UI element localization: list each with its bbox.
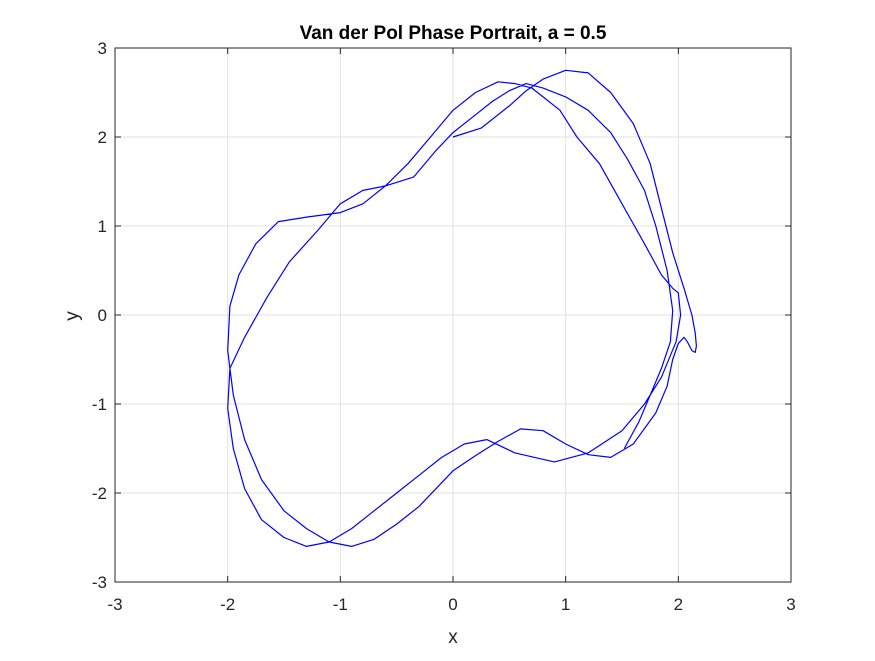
x-tick-label: -2	[220, 595, 235, 614]
x-tick-label: -1	[333, 595, 348, 614]
y-axis-label: y	[62, 311, 83, 321]
trajectory-line-0	[227, 69, 698, 548]
x-tick-label: -3	[107, 595, 122, 614]
y-tick-label: -3	[92, 573, 107, 592]
y-tick-label: 0	[98, 306, 107, 325]
y-tick-label: -2	[92, 484, 107, 503]
y-tick-label: 2	[98, 128, 107, 147]
x-tick-label: 3	[786, 595, 795, 614]
y-tick-label: -1	[92, 395, 107, 414]
x-tick-label: 2	[674, 595, 683, 614]
x-tick-label: 1	[561, 595, 570, 614]
y-tick-label: 3	[98, 39, 107, 58]
y-tick-label: 1	[98, 217, 107, 236]
x-axis-label: x	[448, 627, 458, 648]
series-layer	[227, 69, 698, 548]
chart-title: Van der Pol Phase Portrait, a = 0.5	[300, 23, 607, 44]
tick-marks-and-labels: -3 -2 -1 0 1 2 3 -3 -2 -1 0 1 2 3	[92, 39, 796, 614]
x-tick-label: 0	[448, 595, 457, 614]
